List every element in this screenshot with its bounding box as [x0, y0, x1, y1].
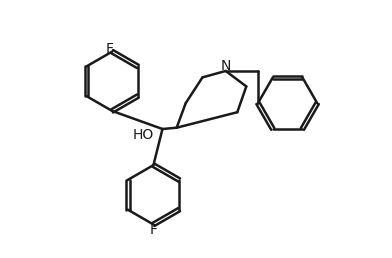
Text: HO: HO	[132, 128, 154, 142]
Text: F: F	[149, 223, 158, 237]
Text: N: N	[220, 59, 231, 73]
Text: F: F	[105, 42, 114, 56]
